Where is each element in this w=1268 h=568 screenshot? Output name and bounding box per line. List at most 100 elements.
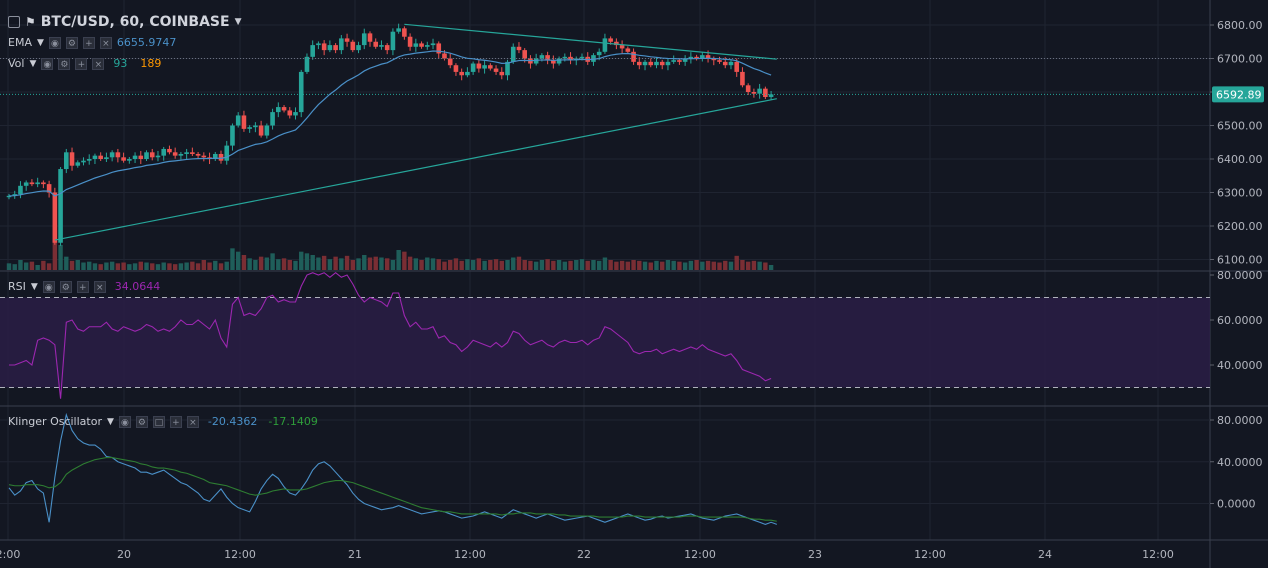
volume-bar	[694, 260, 699, 270]
rsi-line	[9, 272, 772, 399]
volume-bar	[465, 259, 470, 270]
volume-bar	[745, 261, 751, 270]
volume-bar	[585, 260, 590, 270]
candle-body	[155, 155, 161, 158]
eye-icon[interactable]: ◉	[118, 415, 131, 428]
candle-body	[293, 112, 298, 116]
klinger-tick-label: 0.0000	[1217, 498, 1256, 511]
volume-bar	[700, 261, 705, 270]
candle-body	[224, 145, 230, 161]
close-icon[interactable]: ×	[93, 280, 106, 293]
candle-body	[608, 38, 613, 42]
candle-body	[276, 107, 281, 113]
candle-body	[75, 162, 81, 166]
candle-body	[751, 92, 757, 94]
candle-body	[602, 38, 608, 52]
volume-bar	[579, 259, 585, 270]
close-icon[interactable]: ×	[92, 57, 105, 70]
candle-body	[648, 61, 654, 66]
volume-bar	[161, 262, 166, 270]
ema-label[interactable]: EMA	[8, 36, 32, 49]
x-tick-label: 20	[117, 548, 131, 561]
volume-bar	[711, 261, 716, 270]
gear-icon[interactable]: ⚙	[65, 36, 78, 49]
candle-body	[321, 43, 327, 51]
candle-body	[132, 155, 138, 159]
volume-bar	[270, 253, 275, 270]
trend-line	[404, 23, 777, 60]
volume-bar	[688, 260, 694, 270]
chevron-down-icon[interactable]: ▼	[106, 416, 114, 427]
candle-body	[350, 41, 356, 51]
volume-bar	[642, 261, 648, 270]
vol-legend[interactable]: Vol ▼ ◉ ⚙ + × 93 189	[8, 57, 161, 70]
klinger-tick-label: 40.0000	[1217, 456, 1263, 469]
eye-icon[interactable]: ◉	[42, 280, 55, 293]
trend-line	[54, 98, 777, 241]
volume-bar	[356, 258, 361, 270]
volume-bar	[763, 262, 768, 270]
symbol-title[interactable]: BTC/USD, 60, COINBASE	[40, 14, 230, 30]
candle-body	[356, 45, 361, 51]
axes: 6800.006700.006600.006500.006400.006300.…	[0, 19, 1264, 561]
candle-body	[596, 51, 602, 56]
close-icon[interactable]: ×	[99, 36, 112, 49]
gear-icon[interactable]: ⚙	[135, 415, 148, 428]
plus-icon[interactable]: +	[75, 57, 88, 70]
candle-body	[167, 148, 172, 153]
candle-body	[631, 51, 636, 62]
candle-body	[316, 43, 321, 46]
volume-bar	[138, 261, 143, 270]
candle-body	[235, 115, 241, 126]
volume-bar	[757, 261, 762, 270]
indicator-lines	[8, 272, 778, 525]
candle-body	[92, 155, 98, 159]
klinger-legend[interactable]: Klinger Oscillator ▼ ◉ ⚙ □ + × -20.4362 …	[8, 415, 318, 428]
candle-body	[745, 85, 751, 92]
volume-bar	[339, 258, 344, 270]
close-icon[interactable]: ×	[186, 415, 199, 428]
eye-icon[interactable]: ◉	[41, 57, 54, 70]
candle-body	[201, 155, 207, 158]
candle-body	[287, 110, 293, 116]
klinger-label[interactable]: Klinger Oscillator	[8, 415, 102, 428]
gear-icon[interactable]: ⚙	[59, 280, 72, 293]
candle-body	[677, 60, 682, 62]
ema-legend[interactable]: EMA ▼ ◉ ⚙ + × 6655.9747	[8, 36, 176, 49]
chevron-down-icon[interactable]: ▼	[234, 17, 242, 27]
chevron-down-icon[interactable]: ▼	[29, 58, 37, 69]
vol-value-b: 189	[140, 57, 162, 70]
collapse-icon[interactable]	[8, 16, 20, 28]
candle-body	[763, 88, 768, 98]
eye-icon[interactable]: ◉	[48, 36, 61, 49]
volume-bar	[264, 257, 270, 270]
plus-icon[interactable]: +	[169, 415, 182, 428]
volume-bar	[539, 260, 545, 270]
volume-bar	[631, 260, 636, 270]
gear-icon[interactable]: ⚙	[58, 57, 71, 70]
rsi-label[interactable]: RSI	[8, 280, 26, 293]
candle-body	[516, 46, 522, 51]
plus-icon[interactable]: +	[76, 280, 89, 293]
candle-body	[379, 45, 384, 47]
candle-body	[614, 41, 619, 46]
volume-bar	[591, 260, 596, 270]
plus-icon[interactable]: +	[82, 36, 95, 49]
volume-bar	[58, 245, 63, 270]
copy-icon[interactable]: □	[152, 415, 165, 428]
volume-bar	[18, 260, 23, 270]
candle-body	[459, 71, 464, 76]
chevron-down-icon[interactable]: ▼	[36, 37, 44, 48]
candle-body	[373, 41, 379, 47]
chevron-down-icon[interactable]: ▼	[30, 281, 38, 292]
candle-body	[591, 55, 596, 62]
volume-bar	[522, 260, 527, 270]
candle-body	[642, 61, 648, 66]
volume-bar	[660, 261, 665, 270]
rsi-legend[interactable]: RSI ▼ ◉ ⚙ + × 34.0644	[8, 280, 160, 293]
candle-body	[304, 56, 310, 72]
symbol-header[interactable]: ⚑ BTC/USD, 60, COINBASE ▼	[8, 14, 242, 30]
volume-bar	[253, 260, 258, 270]
vol-label[interactable]: Vol	[8, 57, 25, 70]
volume-bar	[602, 257, 608, 270]
